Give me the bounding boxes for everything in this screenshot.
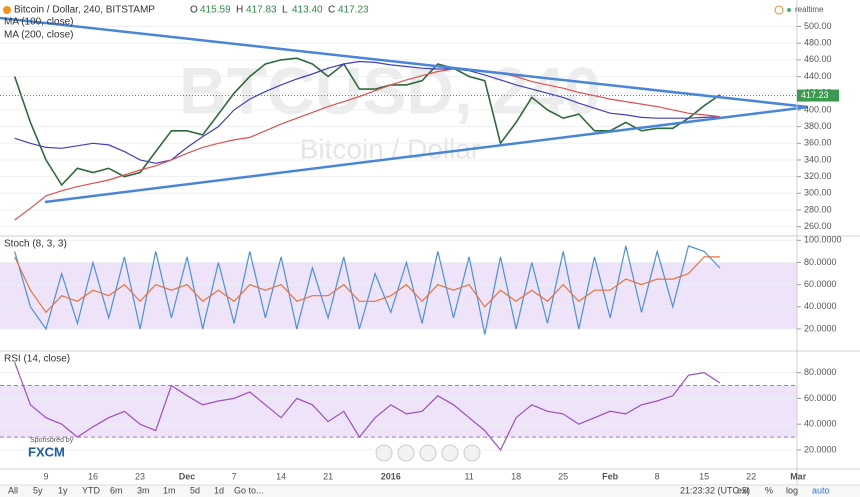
axis-layer: 260.00 280.00 300.00 320.00 340.00 360.00 380.… [44, 21, 842, 481]
ohlc: O 415.59 H 417.83 L 413.40 C 417.23 [190, 5, 369, 16]
series-line [14, 256, 720, 314]
scroll-button[interactable] [419, 444, 437, 462]
option-button[interactable]: log [786, 485, 798, 495]
series-line [14, 60, 720, 164]
panel-title: Stoch (8, 3, 3) [4, 239, 67, 250]
y-tick-label: 360.00 [804, 138, 832, 148]
series-line [14, 68, 720, 221]
y-tick-label: 20.0000 [804, 323, 837, 333]
panel-title: RSI (14, close) [4, 354, 70, 365]
x-tick-label: 22 [746, 471, 756, 481]
legend-entry: MA (200, close) [4, 30, 73, 41]
scroll-button[interactable] [397, 444, 415, 462]
ohlc-value: 413.40 [292, 5, 323, 16]
ohlc-key: O [190, 5, 198, 16]
x-tick-label: 8 [655, 471, 660, 481]
x-tick-label: 15 [699, 471, 709, 481]
scroll-button[interactable] [375, 444, 393, 462]
toolbar-items: All 5y 1y YTD 6m 3m 1m 5d 1d Go to... ext% log auto [8, 485, 830, 495]
range-button[interactable]: 6m [110, 485, 123, 495]
symbol-icon [3, 6, 11, 14]
y-tick-label: 80.0000 [804, 257, 837, 267]
range-button[interactable]: 5y [33, 485, 43, 495]
trendline [0, 16, 809, 109]
series-line [13, 57, 721, 187]
x-tick-label: 18 [511, 471, 521, 481]
x-tick-label: 7 [232, 471, 237, 481]
toolbar [0, 485, 860, 497]
y-tick-label: 40.0000 [804, 419, 837, 429]
x-tick-label: 11 [464, 471, 473, 481]
y-tick-label: 260.00 [804, 221, 832, 231]
y-tick-label: 320.00 [804, 171, 832, 181]
y-tick-label: 460.00 [804, 54, 832, 64]
y-tick-label: 500.00 [804, 21, 832, 31]
scroll-button[interactable] [441, 444, 459, 462]
x-tick-label: 2016 [381, 471, 401, 481]
x-tick-label: 23 [135, 471, 145, 481]
last-price-tag [797, 89, 839, 102]
ohlc-key: L [282, 5, 288, 16]
y-tick-label: 300.00 [804, 188, 832, 198]
range-button[interactable]: 5d [190, 485, 200, 495]
option-button[interactable]: auto [812, 485, 830, 495]
range-button[interactable]: 1d [214, 485, 224, 495]
range-button[interactable]: All [8, 485, 18, 495]
y-tick-label: 80.0000 [804, 367, 837, 377]
y-tick-label: 20.0000 [804, 444, 837, 454]
x-tick-label: 14 [276, 471, 286, 481]
y-tick-label: 340.00 [804, 154, 832, 164]
option-button[interactable]: ext [737, 485, 750, 495]
trendline [44, 105, 809, 204]
y-tick-label: 280.00 [804, 204, 832, 214]
x-tick-label: 16 [88, 471, 98, 481]
range-button[interactable]: 3m [137, 485, 150, 495]
background-layer: BTCUSD, 240 Bitcoin / Dollar [179, 53, 601, 164]
x-tick-label: 9 [44, 471, 49, 481]
x-tick-label: 25 [558, 471, 568, 481]
ohlc-value: 417.83 [246, 5, 277, 16]
y-tick-label: 440.00 [804, 71, 832, 81]
y-tick-label: 60.0000 [804, 393, 837, 403]
x-tick-label: Mar [790, 471, 807, 481]
ohlc-key: C [328, 5, 335, 16]
watermark-symbol: BTCUSD, 240 [179, 53, 601, 127]
x-tick-label: 21 [323, 471, 333, 481]
y-tick-label: 400.00 [804, 104, 832, 114]
legend: MA (100, close) MA (200, close) Stoch (8, … [4, 17, 73, 365]
scroll-button[interactable] [463, 444, 481, 462]
option-button[interactable]: % [765, 485, 773, 495]
sponsor-brand: FXCM [28, 444, 65, 459]
x-tick-label: Feb [602, 471, 619, 481]
y-tick-label: 60.0000 [804, 279, 837, 289]
y-tick-label: 40.0000 [804, 301, 837, 311]
symbol-title: Bitcoin / Dollar, 240, BITSTAMP [14, 5, 155, 16]
ohlc-value: 417.23 [338, 5, 369, 16]
y-tick-label: 380.00 [804, 121, 832, 131]
ohlc-value: 415.59 [200, 5, 231, 16]
realtime-label: realtime [795, 5, 824, 14]
y-tick-label: 100.0000 [804, 235, 842, 245]
realtime-dot [787, 8, 791, 12]
legend-entry: MA (100, close) [4, 17, 73, 28]
range-button[interactable]: 1m [163, 485, 176, 495]
band [0, 262, 797, 329]
x-tick-label: Dec [179, 471, 196, 481]
scroll-buttons[interactable] [375, 444, 481, 462]
ohlc-key: H [236, 5, 243, 16]
range-button[interactable]: Go to... [234, 485, 264, 495]
toolbar-time: 21:23:32 (UTC-5) [680, 485, 750, 495]
series-line [14, 362, 721, 452]
y-tick-label: 480.00 [804, 38, 832, 48]
band [0, 385, 797, 438]
realtime-icon [774, 5, 784, 15]
range-button[interactable]: 1y [58, 485, 68, 495]
range-button[interactable]: YTD [82, 485, 101, 495]
last-price-label: 417.23 [801, 90, 829, 100]
sponsor-text: Sponsored by [30, 437, 74, 444]
